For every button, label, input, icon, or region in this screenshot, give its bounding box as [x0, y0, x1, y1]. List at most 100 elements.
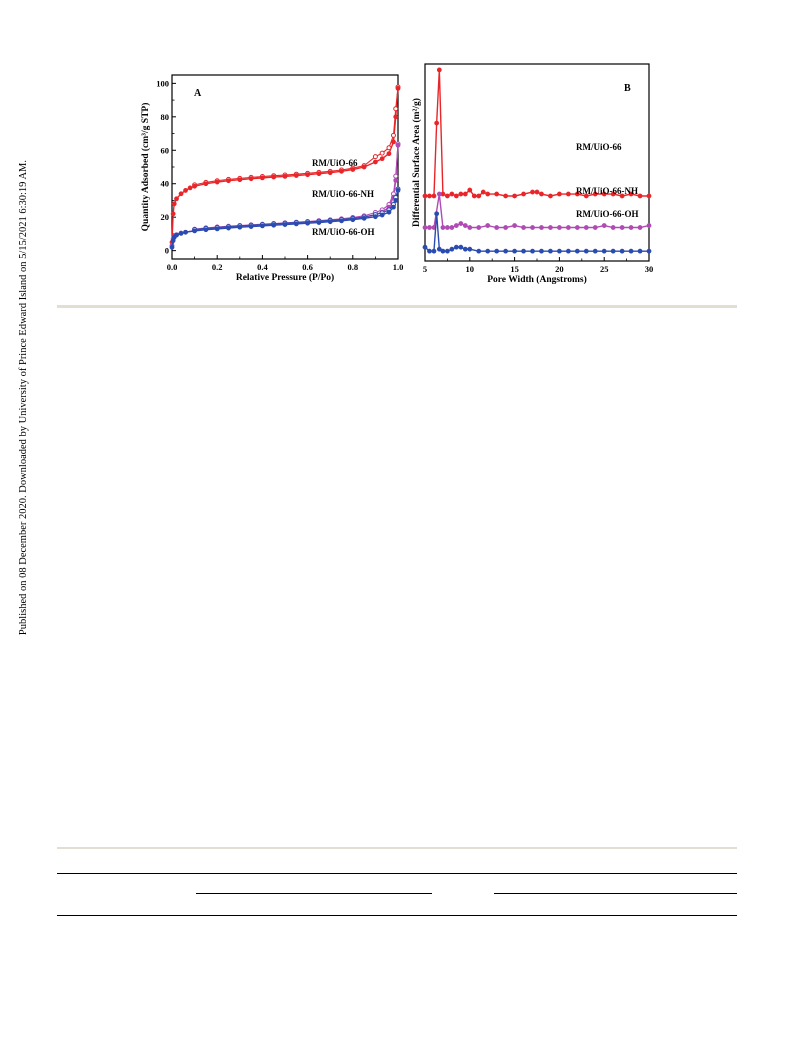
- data-point: [574, 248, 580, 254]
- side-note: Published on 08 December 2020. Downloade…: [4, 160, 29, 660]
- data-point: [372, 159, 378, 165]
- data-point: [512, 223, 517, 228]
- data-point: [282, 222, 288, 227]
- data-point: [293, 173, 299, 178]
- data-point: [434, 120, 440, 126]
- data-point: [192, 228, 197, 234]
- data-point: [386, 151, 392, 157]
- data-point: [503, 193, 509, 199]
- data-point: [628, 248, 634, 254]
- data-point: [503, 248, 509, 254]
- figure: 0.0 0.2 0.4 0.6 0.8 1.0 0 20 40 60 80 100 Relative P…: [140, 63, 654, 285]
- x-tick-label: 25: [600, 264, 609, 274]
- series-line-desorption: [194, 86, 399, 186]
- data-point: [174, 232, 179, 238]
- section-divider: [57, 305, 737, 308]
- table-group-rule-left: [196, 893, 432, 894]
- data-point: [539, 191, 544, 197]
- y-tick-label: 60: [161, 145, 170, 155]
- data-point: [237, 224, 243, 230]
- series-rm-uio-66-nh: [422, 191, 652, 230]
- data-point: [521, 248, 526, 254]
- y-tick-label: 40: [161, 179, 170, 189]
- data-point: [440, 248, 446, 254]
- data-point: [293, 221, 299, 227]
- table-group-rule-right: [494, 893, 737, 894]
- data-point: [271, 222, 277, 228]
- data-point: [485, 191, 491, 197]
- data-point: [494, 248, 500, 254]
- data-point: [395, 85, 401, 91]
- data-point: [316, 220, 322, 225]
- data-point: [530, 225, 535, 230]
- series-rm-uio-66-oh: [169, 186, 401, 250]
- data-point: [379, 156, 385, 162]
- series-rm-uio-66: [422, 67, 652, 199]
- data-point: [458, 191, 464, 197]
- y-tick-label: 100: [156, 78, 169, 88]
- data-point: [339, 218, 344, 224]
- data-point: [530, 248, 535, 254]
- data-point-desorption: [393, 173, 399, 179]
- plot-frame: [424, 63, 650, 262]
- data-point: [458, 244, 464, 250]
- data-point: [610, 225, 616, 230]
- data-point: [565, 191, 571, 197]
- data-point: [444, 225, 450, 230]
- data-point: [548, 225, 553, 230]
- data-point: [534, 189, 540, 195]
- data-point: [427, 193, 432, 199]
- data-point: [372, 214, 378, 220]
- data-point: [174, 196, 179, 202]
- data-point: [379, 212, 385, 218]
- data-point: [393, 198, 399, 203]
- data-point: [440, 225, 446, 230]
- data-point: [361, 164, 367, 170]
- data-point: [539, 225, 544, 230]
- data-point: [583, 248, 589, 254]
- data-point: [436, 67, 442, 73]
- y-axis-label: Differential Surface Area (m²/g): [411, 98, 422, 227]
- data-point: [350, 167, 356, 172]
- data-point: [628, 225, 634, 230]
- data-point: [393, 114, 399, 120]
- series-label: RM/UiO-66-OH: [312, 227, 375, 237]
- data-point: [282, 173, 288, 179]
- data-point: [350, 217, 356, 223]
- x-tick-label: 0.8: [347, 262, 358, 272]
- data-point: [427, 225, 432, 230]
- data-point: [449, 246, 455, 252]
- data-point: [462, 246, 468, 252]
- data-point: [530, 189, 535, 195]
- x-tick-label: 0.2: [212, 262, 223, 272]
- data-point: [485, 223, 491, 228]
- data-point: [521, 225, 526, 230]
- data-point: [601, 248, 607, 254]
- data-point: [178, 191, 184, 197]
- y-tick-label: 20: [161, 212, 170, 222]
- chart-panel-b: 5 10 15 20 25 30 Pore Width (Angstroms) Differe…: [411, 63, 654, 285]
- data-point: [476, 225, 482, 230]
- data-point: [171, 201, 177, 207]
- series-line-desorption: [194, 188, 399, 231]
- panel-label: B: [624, 83, 631, 94]
- data-point: [192, 183, 197, 189]
- data-point: [169, 244, 175, 250]
- x-tick-label: 30: [645, 264, 654, 274]
- series-line: [425, 69, 649, 197]
- data-point: [619, 248, 625, 254]
- data-point: [471, 193, 477, 199]
- data-point: [565, 225, 571, 230]
- table-top-divider: [57, 847, 737, 849]
- data-point: [610, 248, 616, 254]
- data-point: [556, 191, 562, 197]
- data-point-desorption: [393, 106, 399, 112]
- data-point: [361, 215, 367, 221]
- data-point-desorption: [386, 145, 392, 151]
- data-point: [422, 244, 428, 250]
- data-point: [226, 178, 231, 184]
- data-point: [248, 176, 254, 182]
- data-point: [619, 225, 625, 230]
- data-point: [583, 193, 589, 199]
- data-point: [203, 227, 209, 233]
